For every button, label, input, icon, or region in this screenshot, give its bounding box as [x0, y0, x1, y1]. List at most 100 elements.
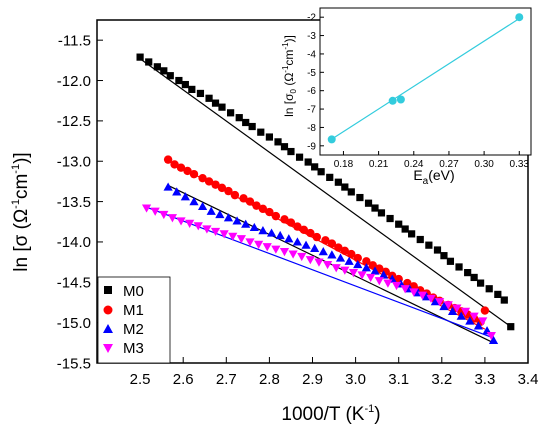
- data-point-m2: [292, 237, 303, 246]
- data-point-m2: [258, 226, 268, 235]
- data-point-m3: [366, 273, 376, 283]
- x-tick-label: 3.1: [388, 371, 409, 388]
- data-point-m1: [198, 173, 207, 183]
- y-tick-label: -4: [307, 49, 316, 60]
- data-point-m3: [478, 317, 488, 326]
- data-point-m0: [377, 209, 386, 217]
- data-point-m1: [183, 166, 192, 176]
- data-point-series0: [388, 96, 397, 105]
- data-point-m1: [353, 253, 362, 263]
- data-point-m2: [284, 234, 294, 243]
- data-point-m2: [488, 335, 499, 345]
- data-point-m0: [145, 58, 153, 66]
- data-point-m3: [443, 301, 453, 310]
- x-tick-label: 3.3: [474, 371, 495, 388]
- y-tick-label: -13.0: [57, 153, 91, 170]
- x-tick-label: 0.33: [510, 159, 530, 170]
- y-tick-label: -3: [307, 31, 316, 42]
- data-point-m0: [287, 147, 295, 156]
- data-point-m2: [241, 219, 251, 228]
- data-point-m1: [299, 225, 309, 235]
- data-point-m3: [452, 304, 462, 313]
- data-point-m1: [170, 160, 179, 169]
- data-point-m2: [430, 297, 440, 306]
- data-point-m0: [386, 214, 394, 223]
- data-point-m1: [239, 194, 248, 203]
- data-point-m0: [408, 230, 416, 238]
- data-point-m1: [189, 169, 199, 179]
- data-point-m3: [460, 307, 471, 316]
- y-tick-label: -8: [307, 123, 316, 134]
- data-point-m0: [464, 269, 472, 277]
- data-point-m2: [163, 182, 173, 191]
- data-point-series0: [396, 95, 405, 104]
- inset-x-axis-label: Ea(eV): [413, 167, 454, 187]
- legend-entry-m3: M3: [103, 340, 144, 357]
- y-tick-label: -2: [307, 13, 316, 24]
- data-point-m1: [286, 218, 296, 227]
- data-point-m0: [494, 290, 502, 298]
- data-point-m3: [409, 288, 419, 297]
- data-point-m0: [265, 133, 273, 141]
- data-point-m3: [245, 238, 255, 247]
- data-point-m1: [293, 222, 302, 231]
- data-point-m0: [433, 246, 442, 254]
- fit-line-0: [329, 15, 524, 142]
- x-tick-label: 3.0: [345, 371, 366, 388]
- data-point-m2: [439, 301, 449, 311]
- y-tick-label: -7: [307, 105, 316, 116]
- inset-fit-line: [329, 15, 524, 142]
- data-point-m2: [473, 321, 484, 330]
- data-point-m1: [321, 236, 330, 245]
- legend-marker-m3: [103, 344, 113, 353]
- y-tick-label: -15.5: [57, 355, 91, 372]
- data-point-m0: [248, 122, 256, 131]
- data-point-m2: [465, 316, 475, 325]
- main-chart: 2.5 2.6 2.7 2.8 2.9 3.0 3.1 3.2 3.3 3.4 -11.5 -12.0…: [10, 19, 538, 425]
- data-point-m0: [205, 94, 213, 102]
- data-point-m0: [446, 257, 455, 265]
- data-point-m2: [232, 216, 242, 225]
- data-point-m3: [228, 232, 238, 241]
- inset-background: [320, 8, 531, 155]
- data-point-m3: [417, 291, 428, 300]
- y-tick-label: -5: [307, 68, 316, 79]
- data-point-m3: [150, 207, 160, 216]
- data-point-m0: [371, 204, 379, 212]
- legend-entry-m1: M1: [103, 302, 144, 319]
- data-point-m2: [301, 240, 311, 249]
- data-point-m0: [326, 173, 334, 181]
- data-point-m1: [204, 177, 214, 186]
- data-point-m0: [455, 263, 463, 271]
- data-point-m1: [230, 190, 240, 200]
- data-point-m0: [274, 138, 282, 146]
- data-point-m1: [327, 239, 337, 248]
- fit-line-m3: [146, 206, 492, 338]
- data-point-m3: [262, 243, 272, 252]
- x-tick-label: 2.5: [130, 371, 151, 388]
- data-point-m2: [353, 259, 363, 269]
- data-point-m3: [202, 225, 212, 234]
- data-point-m0: [175, 76, 183, 85]
- legend-label-m1: M1: [123, 302, 144, 319]
- data-point-series0: [515, 13, 524, 22]
- legend-entry-m2: M2: [103, 321, 144, 338]
- data-point-m3: [219, 230, 229, 239]
- data-point-m1: [224, 186, 233, 196]
- data-point-m2: [344, 256, 354, 265]
- y-tick-label: -6: [307, 86, 316, 97]
- data-point-m2: [215, 209, 225, 219]
- data-point-m0: [211, 99, 220, 107]
- inset-chart: 0.18 0.21 0.24 0.27 0.30 0.33 -2 -3 -4 -5 -6 -7 -8 -9…: [281, 7, 532, 187]
- y-tick-label: -11.5: [58, 32, 91, 49]
- y-tick-label: -15.0: [57, 315, 91, 332]
- data-point-m3: [193, 222, 203, 231]
- data-point-m0: [196, 89, 205, 98]
- data-point-m2: [206, 206, 216, 215]
- data-point-m1: [306, 228, 315, 238]
- data-point-m1: [280, 215, 289, 224]
- data-point-m3: [305, 256, 315, 265]
- data-point-m0: [280, 143, 289, 151]
- data-point-m2: [456, 311, 466, 320]
- data-point-m3: [469, 312, 479, 321]
